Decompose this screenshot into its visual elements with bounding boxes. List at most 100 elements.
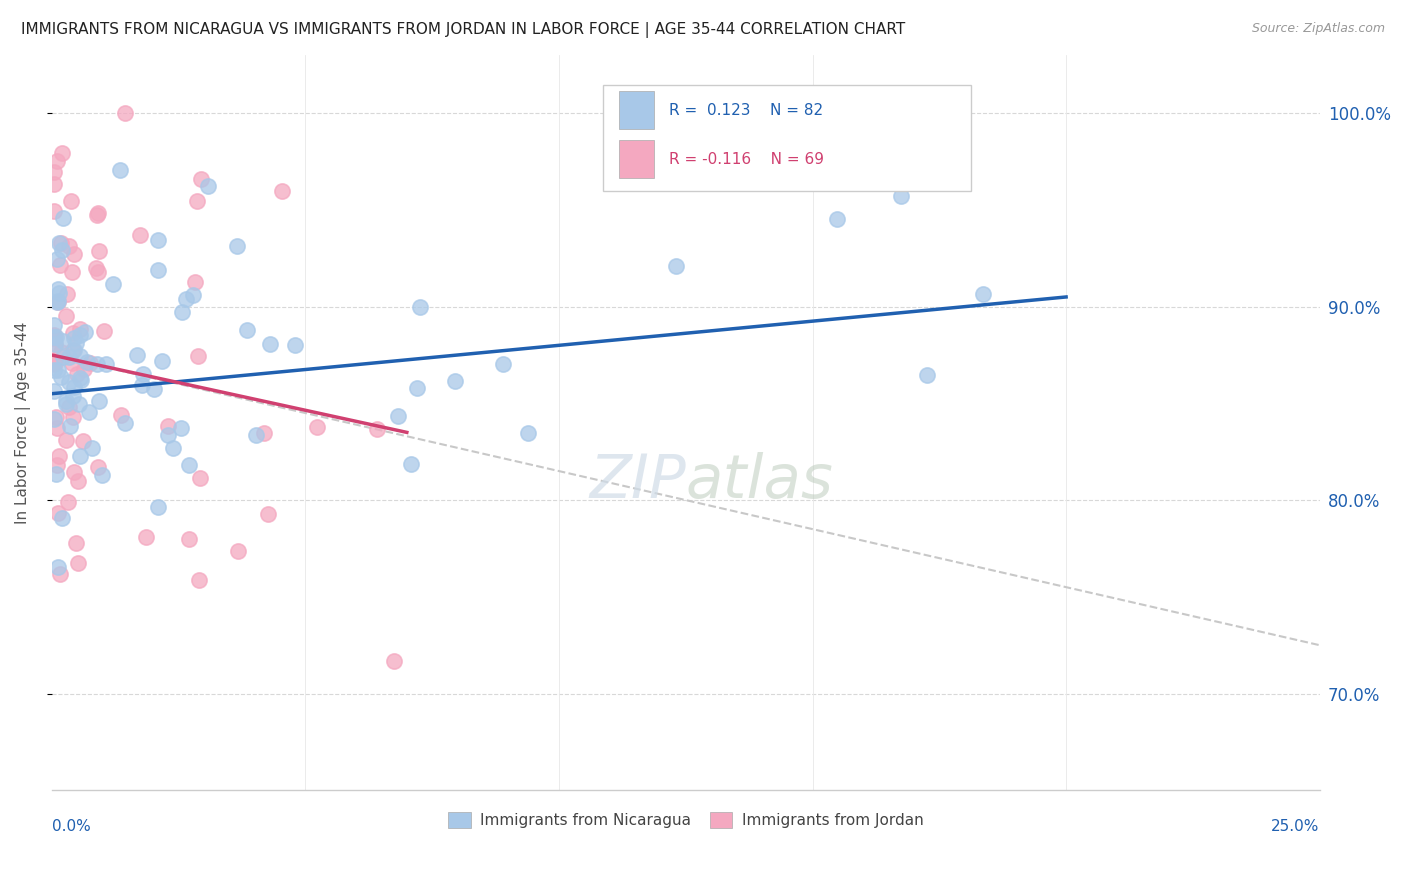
Point bbox=[665, 259, 688, 273]
Point bbox=[110, 163, 132, 178]
Point bbox=[170, 420, 193, 434]
Point bbox=[271, 184, 294, 198]
Point bbox=[80, 441, 103, 455]
Point bbox=[228, 543, 250, 558]
Point bbox=[52, 211, 75, 225]
Point bbox=[406, 381, 429, 395]
Point bbox=[46, 154, 69, 169]
Point bbox=[132, 367, 155, 381]
Point bbox=[62, 389, 84, 403]
Point bbox=[87, 206, 110, 220]
Point bbox=[86, 357, 108, 371]
Point bbox=[58, 375, 80, 389]
Point bbox=[146, 263, 169, 277]
Point bbox=[44, 355, 66, 369]
Point bbox=[56, 287, 79, 301]
Point bbox=[825, 211, 848, 226]
Point bbox=[259, 337, 281, 351]
Point bbox=[69, 449, 91, 463]
Point bbox=[55, 397, 77, 411]
Point bbox=[86, 208, 108, 222]
Point bbox=[58, 400, 80, 414]
Point bbox=[69, 349, 91, 363]
Point bbox=[52, 351, 75, 365]
Point bbox=[45, 467, 67, 481]
Point bbox=[49, 235, 72, 250]
Point bbox=[110, 408, 132, 422]
Point bbox=[59, 194, 82, 209]
Point bbox=[84, 261, 107, 276]
FancyBboxPatch shape bbox=[603, 85, 972, 191]
Point bbox=[55, 393, 77, 408]
Point bbox=[46, 294, 69, 309]
Point bbox=[65, 336, 87, 351]
Point bbox=[48, 449, 70, 463]
Text: R =  0.123    N = 82: R = 0.123 N = 82 bbox=[669, 103, 824, 118]
Text: 25.0%: 25.0% bbox=[1271, 820, 1320, 834]
Point bbox=[79, 405, 101, 419]
Point bbox=[114, 416, 136, 430]
Point bbox=[87, 393, 110, 408]
Point bbox=[69, 321, 91, 335]
Point bbox=[58, 239, 80, 253]
Point bbox=[87, 460, 110, 475]
Point bbox=[87, 265, 110, 279]
Point bbox=[129, 227, 152, 242]
Point bbox=[444, 374, 467, 388]
Point bbox=[63, 247, 86, 261]
Point bbox=[245, 428, 267, 442]
Point bbox=[44, 318, 66, 332]
Point bbox=[114, 106, 136, 120]
Point bbox=[46, 363, 69, 377]
FancyBboxPatch shape bbox=[619, 140, 654, 178]
Point bbox=[188, 471, 211, 485]
Point bbox=[67, 474, 90, 488]
Point bbox=[65, 536, 87, 550]
Point bbox=[46, 293, 69, 308]
Point bbox=[55, 434, 77, 448]
Point bbox=[44, 203, 66, 218]
Point bbox=[56, 494, 79, 508]
Point bbox=[44, 331, 66, 345]
Point bbox=[69, 371, 91, 385]
Point bbox=[253, 425, 276, 440]
Point bbox=[62, 343, 84, 357]
Point bbox=[44, 165, 66, 179]
Point bbox=[197, 179, 219, 194]
Point bbox=[48, 286, 70, 301]
Point bbox=[49, 566, 72, 581]
Point bbox=[174, 292, 197, 306]
Point bbox=[187, 349, 209, 363]
Point bbox=[170, 305, 193, 319]
Point bbox=[127, 348, 149, 362]
Point bbox=[890, 189, 912, 203]
Legend: Immigrants from Nicaragua, Immigrants from Jordan: Immigrants from Nicaragua, Immigrants fr… bbox=[441, 805, 929, 834]
Point bbox=[58, 350, 80, 364]
Point bbox=[48, 236, 70, 251]
Point bbox=[46, 458, 69, 472]
Point bbox=[63, 343, 86, 357]
Point bbox=[62, 466, 84, 480]
Point bbox=[236, 323, 259, 337]
Point bbox=[59, 419, 82, 434]
Point bbox=[162, 441, 184, 455]
Text: IMMIGRANTS FROM NICARAGUA VS IMMIGRANTS FROM JORDAN IN LABOR FORCE | AGE 35-44 C: IMMIGRANTS FROM NICARAGUA VS IMMIGRANTS … bbox=[21, 22, 905, 38]
Point bbox=[69, 373, 91, 387]
Point bbox=[49, 258, 72, 272]
Text: ZIP: ZIP bbox=[589, 452, 686, 511]
Point bbox=[49, 344, 72, 359]
Point bbox=[45, 330, 67, 344]
Point bbox=[69, 328, 91, 343]
Point bbox=[226, 238, 249, 252]
Text: R = -0.116    N = 69: R = -0.116 N = 69 bbox=[669, 152, 824, 167]
Point bbox=[60, 265, 83, 279]
Point bbox=[387, 409, 409, 423]
Point bbox=[91, 468, 114, 483]
Point bbox=[72, 434, 94, 448]
Point bbox=[179, 458, 201, 473]
Point bbox=[51, 145, 73, 160]
Point bbox=[62, 326, 84, 341]
Point bbox=[366, 422, 388, 436]
Point bbox=[51, 243, 73, 257]
Point bbox=[44, 412, 66, 426]
